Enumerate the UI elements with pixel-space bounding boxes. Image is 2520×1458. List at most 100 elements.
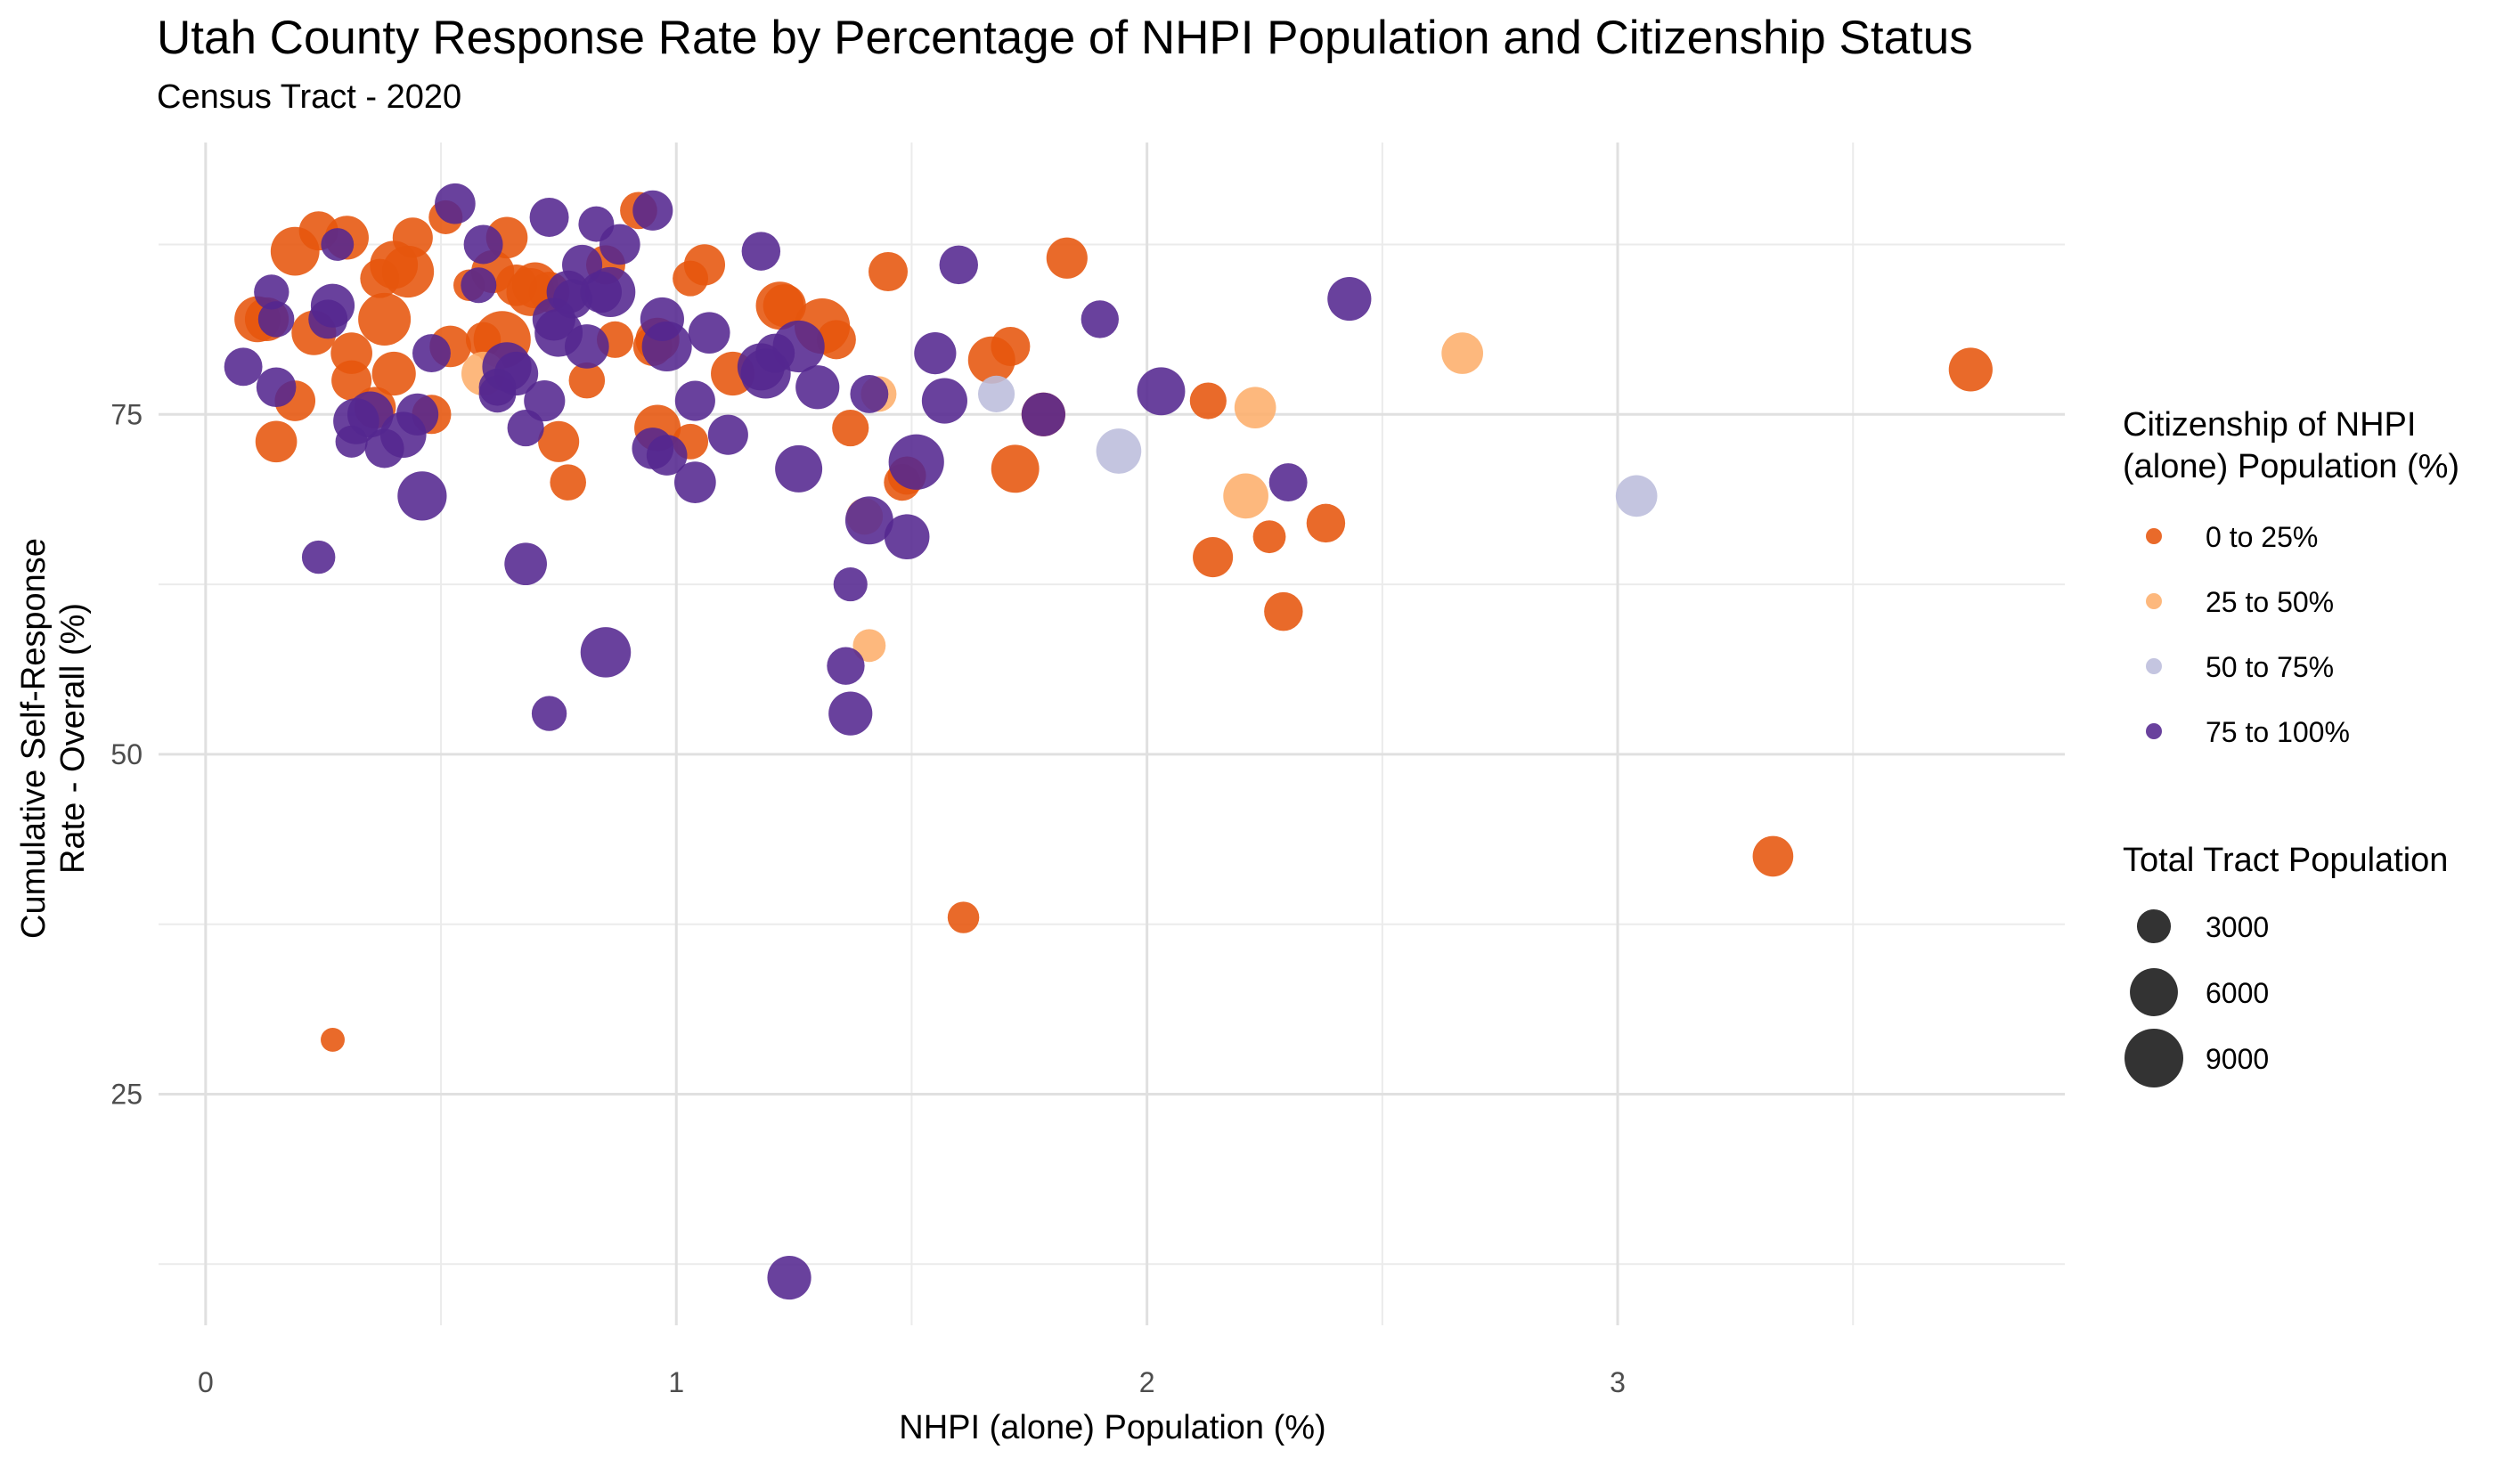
data-point bbox=[331, 360, 372, 401]
data-point bbox=[254, 274, 290, 310]
data-point bbox=[310, 283, 355, 328]
color-legend-label: 75 to 100% bbox=[2206, 716, 2350, 748]
data-point bbox=[683, 244, 726, 286]
data-point bbox=[1752, 835, 1794, 877]
data-point bbox=[1234, 387, 1276, 428]
data-point bbox=[301, 540, 336, 574]
data-points bbox=[224, 183, 1993, 1300]
data-point bbox=[1948, 347, 1993, 392]
color-legend-title-line-1: Citizenship of NHPI bbox=[2123, 406, 2416, 444]
data-point bbox=[832, 409, 869, 447]
x-tick-label: 2 bbox=[1139, 1366, 1155, 1398]
color-legend-key bbox=[2146, 658, 2162, 674]
data-point bbox=[816, 320, 856, 360]
color-legend-key bbox=[2146, 528, 2162, 544]
size-legend-key bbox=[2136, 908, 2172, 944]
y-tick-label: 75 bbox=[110, 398, 143, 430]
data-point bbox=[775, 444, 823, 493]
color-legend-label: 0 to 25% bbox=[2206, 521, 2318, 553]
grid bbox=[159, 143, 2065, 1325]
data-point bbox=[844, 496, 893, 545]
data-point bbox=[1327, 276, 1372, 322]
data-point bbox=[256, 367, 297, 408]
data-point bbox=[529, 197, 569, 237]
data-point bbox=[371, 351, 416, 396]
data-point bbox=[632, 190, 673, 231]
data-point bbox=[850, 374, 889, 413]
data-point bbox=[674, 380, 715, 421]
chart-subtitle: Census Tract - 2020 bbox=[157, 78, 462, 116]
data-point bbox=[1306, 503, 1346, 543]
data-point bbox=[641, 321, 692, 372]
data-point bbox=[397, 471, 447, 521]
data-point bbox=[396, 393, 439, 436]
size-legend: Total Tract Population 3000 6000 9000 bbox=[2123, 842, 2448, 1087]
data-point bbox=[991, 326, 1031, 366]
y-axis-title: Cumulative Self-Response Rate - Overall … bbox=[15, 538, 92, 939]
data-point bbox=[947, 901, 980, 933]
data-point bbox=[493, 351, 539, 396]
data-point bbox=[977, 375, 1015, 412]
data-point bbox=[869, 252, 909, 292]
data-point bbox=[347, 391, 394, 438]
data-point bbox=[1223, 473, 1268, 519]
y-axis-title-line-2: Rate - Overall (%) bbox=[54, 603, 92, 874]
data-point bbox=[833, 567, 868, 602]
data-point bbox=[412, 334, 451, 373]
data-point bbox=[1046, 237, 1088, 279]
data-point bbox=[1441, 332, 1483, 374]
data-point bbox=[435, 183, 476, 224]
data-point bbox=[1193, 537, 1234, 578]
data-point bbox=[568, 362, 606, 399]
size-legend-key bbox=[2124, 1029, 2183, 1087]
data-point bbox=[255, 420, 298, 463]
y-tick-label: 50 bbox=[110, 738, 143, 770]
data-point bbox=[827, 647, 865, 685]
data-point bbox=[580, 627, 632, 678]
data-point bbox=[707, 414, 748, 455]
data-point bbox=[828, 691, 873, 736]
series bbox=[224, 183, 1372, 1300]
y-axis-title-line-1: Cumulative Self-Response bbox=[15, 538, 53, 939]
data-point bbox=[550, 464, 586, 501]
data-point bbox=[1137, 367, 1186, 416]
x-axis-title: NHPI (alone) Population (%) bbox=[899, 1409, 1325, 1446]
data-point bbox=[564, 324, 609, 369]
data-point bbox=[795, 365, 840, 410]
data-point bbox=[257, 301, 295, 338]
size-legend-label: 9000 bbox=[2206, 1043, 2269, 1075]
data-point bbox=[772, 320, 825, 373]
data-point bbox=[888, 434, 944, 490]
data-point bbox=[381, 245, 435, 298]
data-point bbox=[224, 347, 263, 387]
data-point bbox=[1264, 591, 1303, 631]
data-point bbox=[914, 332, 957, 375]
data-point bbox=[358, 292, 412, 346]
data-point bbox=[1252, 520, 1286, 554]
color-legend-label: 25 to 50% bbox=[2206, 586, 2334, 618]
chart-title: Utah County Response Rate by Percentage … bbox=[157, 12, 1973, 64]
data-point bbox=[674, 461, 716, 503]
series bbox=[461, 332, 1483, 663]
size-legend-label: 3000 bbox=[2206, 911, 2269, 943]
x-tick-label: 1 bbox=[668, 1366, 684, 1398]
data-point bbox=[1268, 463, 1308, 502]
data-point bbox=[646, 435, 688, 476]
data-point bbox=[585, 266, 636, 317]
data-point bbox=[741, 232, 781, 271]
x-tick-label: 0 bbox=[198, 1366, 214, 1398]
data-point bbox=[921, 378, 967, 424]
data-point bbox=[1021, 392, 1065, 436]
data-point bbox=[1096, 428, 1142, 474]
size-legend-label: 6000 bbox=[2206, 977, 2269, 1009]
data-point bbox=[688, 312, 730, 354]
data-point bbox=[524, 379, 566, 422]
data-point bbox=[321, 228, 355, 261]
y-tick-label: 25 bbox=[110, 1079, 143, 1111]
data-point bbox=[1189, 382, 1227, 419]
data-point bbox=[538, 420, 580, 462]
data-point bbox=[504, 542, 547, 586]
data-point bbox=[531, 696, 567, 731]
data-point bbox=[763, 284, 806, 328]
